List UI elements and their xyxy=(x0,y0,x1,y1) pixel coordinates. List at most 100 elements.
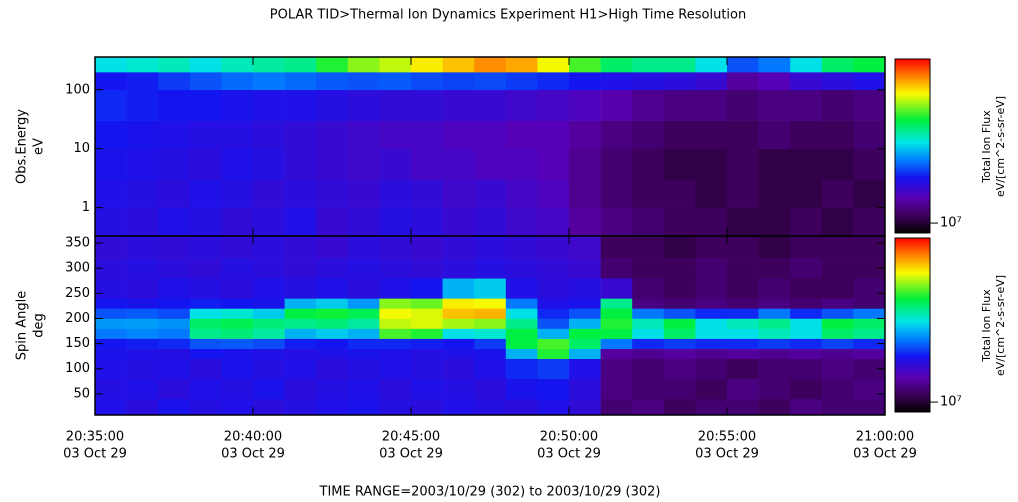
spectrogram-cell xyxy=(505,308,538,319)
spectrogram-cell xyxy=(126,236,159,259)
spectrogram-cell xyxy=(663,378,696,400)
spectrogram-cell xyxy=(600,308,633,319)
spectrogram-cell xyxy=(347,358,380,380)
y-tick-label: 350 xyxy=(65,236,90,251)
spectrogram-cell xyxy=(379,207,412,237)
spectrogram-cell xyxy=(821,179,854,208)
spectrogram-cell xyxy=(600,179,633,208)
spectrogram-cell xyxy=(474,328,507,339)
y-tick-label: 150 xyxy=(65,336,90,351)
spectrogram-cell xyxy=(695,338,728,349)
spectrogram-cell xyxy=(95,378,127,400)
colorbar-tick-label: 10⁷ xyxy=(940,216,962,231)
spectrogram-cell xyxy=(221,89,254,121)
spectrogram-cell xyxy=(853,348,886,359)
spectrogram-cell xyxy=(379,89,412,121)
spectrogram-cell xyxy=(505,72,538,91)
spectrogram-cell xyxy=(537,338,570,349)
spectrogram-cell xyxy=(189,278,222,299)
spectrogram-cell xyxy=(158,207,191,237)
spectrogram-cell xyxy=(663,207,696,237)
spectrogram-cell xyxy=(569,236,601,259)
spectrogram-cell xyxy=(253,328,285,339)
spectrogram-cell xyxy=(663,72,696,91)
spectrogram-cell xyxy=(632,308,665,319)
spectrogram-cell xyxy=(316,236,349,259)
spectrogram-cell xyxy=(189,120,222,150)
spectrogram-cell xyxy=(790,179,823,208)
plot-frame xyxy=(94,235,886,416)
spectrogram-cell xyxy=(790,318,823,329)
spectrogram-cell xyxy=(727,298,759,309)
spectrogram-cell xyxy=(221,57,254,73)
spectrogram-cell xyxy=(758,298,791,309)
spectrogram-cell xyxy=(253,207,285,237)
spectrogram-cell xyxy=(221,358,254,380)
spectrogram-cell xyxy=(790,72,823,91)
spectrogram-cell xyxy=(758,278,791,299)
spectrogram-cell xyxy=(95,298,127,309)
spectrogram-cell xyxy=(695,378,728,400)
y-tick-label: 250 xyxy=(65,286,90,301)
spectrogram-cell xyxy=(600,398,633,416)
spectrogram-cell xyxy=(695,179,728,208)
spectrogram-cell xyxy=(379,348,412,359)
spectrogram-cell xyxy=(695,308,728,319)
spectrogram-cell xyxy=(284,236,317,259)
spectrogram-cell xyxy=(727,236,759,259)
y-tick-label: 50 xyxy=(73,386,90,401)
spectrogram-cell xyxy=(537,207,570,237)
y-tick-label: 300 xyxy=(65,261,90,276)
spectrogram-cell xyxy=(537,148,570,180)
spectrogram-cell xyxy=(158,179,191,208)
spectrogram-cell xyxy=(727,348,759,359)
spectrogram-cell xyxy=(189,89,222,121)
colorbar-label: eV/[cm^2-s-sr-eV] xyxy=(994,96,1007,197)
spectrogram-cell xyxy=(442,358,475,380)
spectrogram-cell xyxy=(411,318,443,329)
spectrogram-cell xyxy=(221,278,254,299)
spectrogram-cell xyxy=(474,378,507,400)
spectrogram-cell xyxy=(695,258,728,279)
spectrogram-cell xyxy=(189,378,222,400)
spectrogram-cell xyxy=(695,57,728,73)
spectrogram-cell xyxy=(853,120,886,150)
spectrogram-cell xyxy=(253,318,285,329)
spectrogram-cell xyxy=(853,308,886,319)
spectrogram-cell xyxy=(189,72,222,91)
spectrogram-cell xyxy=(221,298,254,309)
spectrogram-cell xyxy=(474,278,507,299)
spectrogram-cell xyxy=(284,298,317,309)
spectrogram-cell xyxy=(284,278,317,299)
colorbar-label: Total Ion Flux xyxy=(980,110,993,184)
spectrogram-cell xyxy=(253,148,285,180)
spectrogram-cell xyxy=(284,258,317,279)
spectrogram-cell xyxy=(379,358,412,380)
spectrogram-cell xyxy=(505,398,538,416)
spectrogram-cell xyxy=(316,72,349,91)
spectrogram-cell xyxy=(632,72,665,91)
spectrogram-cell xyxy=(221,318,254,329)
spectrogram-cell xyxy=(316,358,349,380)
spectrogram-cell xyxy=(158,258,191,279)
spectrogram-cell xyxy=(379,318,412,329)
spectrogram-cell xyxy=(821,338,854,349)
spectrogram-cell xyxy=(632,57,665,73)
spectrogram-cell xyxy=(253,120,285,150)
chart-title: POLAR TID>Thermal Ion Dynamics Experimen… xyxy=(270,8,746,23)
spectrogram-cell xyxy=(379,378,412,400)
spectrogram-cell xyxy=(347,318,380,329)
spectrogram-cell xyxy=(727,258,759,279)
spectrogram-cell xyxy=(505,179,538,208)
spectrogram-cell xyxy=(411,72,443,91)
spectrogram-cell xyxy=(790,298,823,309)
spectrogram-cell xyxy=(758,179,791,208)
spectrogram-cell xyxy=(632,348,665,359)
spectrogram-cell xyxy=(600,298,633,309)
spectrogram-cell xyxy=(189,328,222,339)
spectrogram-cell xyxy=(316,120,349,150)
spectrogram-cell xyxy=(316,338,349,349)
spectrogram-cell xyxy=(126,338,159,349)
spectrogram-cell xyxy=(537,120,570,150)
